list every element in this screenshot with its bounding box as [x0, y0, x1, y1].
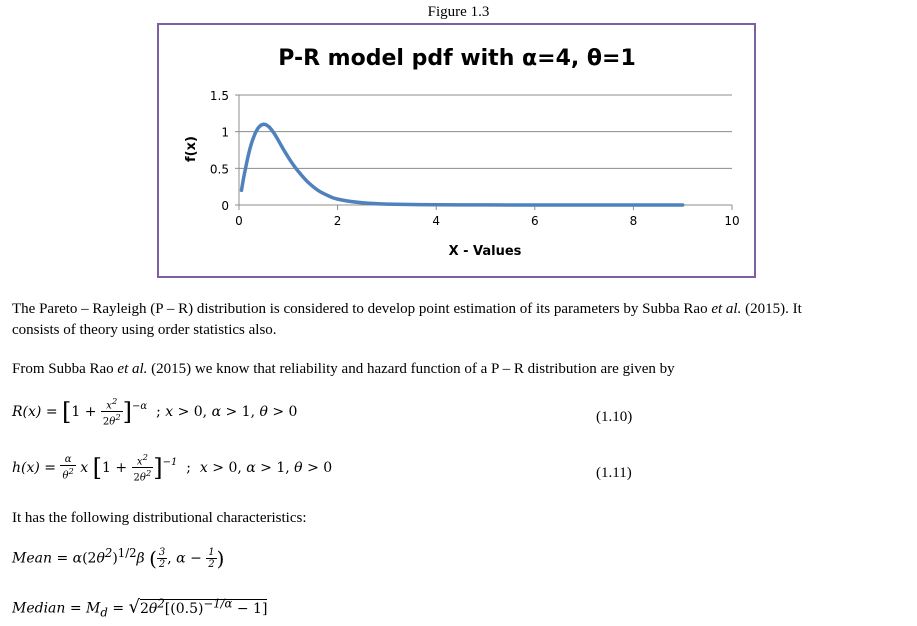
figure-caption: Figure 1.3: [427, 4, 490, 20]
equation-number-1-10: (1.10): [596, 409, 633, 425]
paragraph-intro: The Pareto – Rayleigh (P – R) distributi…: [12, 301, 802, 338]
series-line: [239, 122, 685, 207]
chart-frame: 0 0.5 1 1.5 0 2 4 6 8 10 P-R model pdf with α=4, …: [157, 23, 756, 278]
x-tick-label: 2: [334, 214, 342, 228]
x-tick-label: 4: [432, 214, 440, 228]
x-tick-label: 10: [724, 214, 739, 228]
x-tick-label: 6: [531, 214, 539, 228]
pdf-chart: 0 0.5 1 1.5 0 2 4 6 8 10 P-R model pdf with α=4, …: [184, 46, 740, 259]
equation-mean: Mean = α(2θ2)1/2β (3 2, α − 1 2): [12, 546, 225, 571]
tick-labels: 0 0.5 1 1.5 0 2 4 6 8 10: [210, 89, 740, 228]
x-tick-label: 0: [235, 214, 243, 228]
equation-reliability: R(x) = [1 + x2 2θ2]−α ; x > 0, α > 1, θ >…: [12, 396, 298, 428]
chart-title: P-R model pdf with α=4, θ=1: [278, 46, 636, 71]
x-tick-label: 8: [630, 214, 638, 228]
y-tick-label: 1.5: [210, 89, 229, 103]
axes: [235, 94, 733, 210]
y-tick-label: 0: [221, 199, 229, 213]
paragraph-characteristics: It has the following distributional char…: [12, 510, 307, 526]
paragraph-reliability: From Subba Rao et al. (2015) we know tha…: [12, 361, 675, 377]
series: [239, 122, 685, 207]
y-axis-label: f(x): [184, 136, 199, 162]
equation-number-1-11: (1.11): [596, 465, 632, 481]
equation-hazard: h(x) = α θ2 x [1 + x2 2θ2]−1 ; x > 0, α > …: [12, 452, 333, 484]
equation-median: Median = Md = √2θ2[(0.5)−1/α − 1]: [12, 596, 268, 620]
gridlines: [239, 94, 732, 169]
x-axis-label: X - Values: [449, 244, 522, 259]
y-tick-label: 0.5: [210, 162, 229, 176]
y-tick-label: 1: [221, 126, 229, 140]
